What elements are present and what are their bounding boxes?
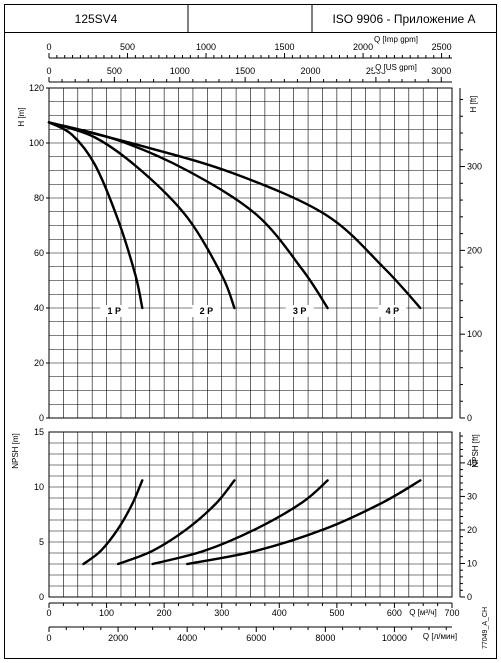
header-table: 125SV4 ISO 9906 - Приложение A <box>4 4 497 33</box>
m3h-tick-label: 0 <box>46 608 51 618</box>
h-m-tick-label: 80 <box>34 193 44 203</box>
npsh-ft-tick-label: 20 <box>467 525 477 535</box>
x-axis-label-us-gpm: Q [US gpm] <box>375 63 417 72</box>
lmin-tick-label: 4000 <box>177 633 197 643</box>
series-label-3p: 3 P <box>293 306 307 316</box>
curves: 1 P 2 P 3 P 4 P <box>47 121 422 566</box>
series-label-2p: 2 P <box>200 306 214 316</box>
h-m-tick-label: 60 <box>34 248 44 258</box>
m3h-tick-label: 200 <box>157 608 172 618</box>
h-m-tick-label: 100 <box>29 138 44 148</box>
npsh-ft-tick-label: 30 <box>467 491 477 501</box>
series-label-1p: 1 P <box>108 306 122 316</box>
us-gpm-tick-label: 1500 <box>235 66 255 76</box>
head-curve-2p <box>47 121 236 310</box>
h-m-tick-label: 20 <box>34 358 44 368</box>
h-ft-tick-label: 300 <box>467 162 482 172</box>
npsh-curve-4p <box>186 479 422 566</box>
series-label-bg <box>378 305 407 317</box>
imp-gpm-tick-label: 2500 <box>432 42 452 52</box>
npsh-m-tick-label: 15 <box>34 427 44 437</box>
npsh-plot-border <box>48 431 453 598</box>
h-ft-tick-label: 0 <box>467 413 472 423</box>
npsh-ft-tick-label: 40 <box>467 458 477 468</box>
m3h-tick-label: 100 <box>99 608 114 618</box>
series-label-bg <box>192 305 221 317</box>
imp-gpm-tick-label: 500 <box>120 42 135 52</box>
npsh-curve-1p <box>82 479 144 566</box>
y-axis-label-h-ft: H [ft] <box>469 96 478 113</box>
us-gpm-tick-label: 0 <box>46 66 51 76</box>
m3h-tick-label: 300 <box>214 608 229 618</box>
npsh-ft-tick-label: 0 <box>467 592 472 602</box>
y-axis-label-h-m: H [m] <box>17 107 26 126</box>
h-ft-tick-label: 100 <box>467 329 482 339</box>
us-gpm-tick-label: 2000 <box>301 66 321 76</box>
lmin-tick-label: 0 <box>46 633 51 643</box>
figure-code: 77049_A_CH <box>482 607 489 649</box>
h-m-tick-label: 120 <box>29 83 44 93</box>
standard-label: ISO 9906 - Приложение A <box>332 12 475 26</box>
imp-gpm-tick-label: 2000 <box>353 42 373 52</box>
head-curve-1p <box>47 121 144 310</box>
axes: 0204060801001200100200300051015010203040… <box>29 42 482 643</box>
series-label-bg <box>100 305 129 317</box>
npsh-curve-2p <box>116 479 236 566</box>
lmin-tick-label: 6000 <box>246 633 266 643</box>
imp-gpm-tick-label: 0 <box>46 42 51 52</box>
m3h-tick-label: 700 <box>444 608 459 618</box>
h-m-tick-label: 0 <box>39 413 44 423</box>
axis-label-bg <box>371 35 421 44</box>
m3h-tick-label: 600 <box>387 608 402 618</box>
y-axis-label-npsh-m: NPSH [m] <box>11 433 20 469</box>
x-axis-label-lmin: Q [л/мин] <box>423 632 457 641</box>
m3h-tick-label: 500 <box>329 608 344 618</box>
y-axis-label-npsh-ft: NPSH [ft] <box>471 434 480 467</box>
m3h-tick-label: 400 <box>272 608 287 618</box>
x-axis-label-imp-gpm: Q [Imp gpm] <box>374 35 418 44</box>
x-axis-label-m3h: Q [м³/ч] <box>409 608 436 617</box>
npsh-grid <box>48 431 453 598</box>
lmin-tick-label: 8000 <box>315 633 335 643</box>
npsh-m-tick-label: 10 <box>34 482 44 492</box>
head-curve-3p <box>47 121 329 310</box>
series-label-4p: 4 P <box>386 306 400 316</box>
us-gpm-tick-label: 500 <box>107 66 122 76</box>
npsh-ft-tick-label: 10 <box>467 558 477 568</box>
npsh-m-tick-label: 5 <box>39 537 44 547</box>
npsh-curve-3p <box>151 479 329 566</box>
lmin-tick-label: 2000 <box>108 633 128 643</box>
lmin-tick-label: 10000 <box>382 633 407 643</box>
imp-gpm-tick-label: 1000 <box>196 42 216 52</box>
axis-label-bg <box>373 63 419 72</box>
us-gpm-tick-label: 3000 <box>431 66 451 76</box>
head-curve-4p <box>47 121 422 310</box>
us-gpm-tick-label: 1000 <box>170 66 190 76</box>
sheet-frame <box>4 32 497 659</box>
h-m-tick-label: 40 <box>34 303 44 313</box>
series-label-bg <box>285 305 314 317</box>
npsh-m-tick-label: 0 <box>39 592 44 602</box>
model-label: 125SV4 <box>75 12 118 26</box>
h-ft-tick-label: 200 <box>467 245 482 255</box>
imp-gpm-tick-label: 1500 <box>275 42 295 52</box>
